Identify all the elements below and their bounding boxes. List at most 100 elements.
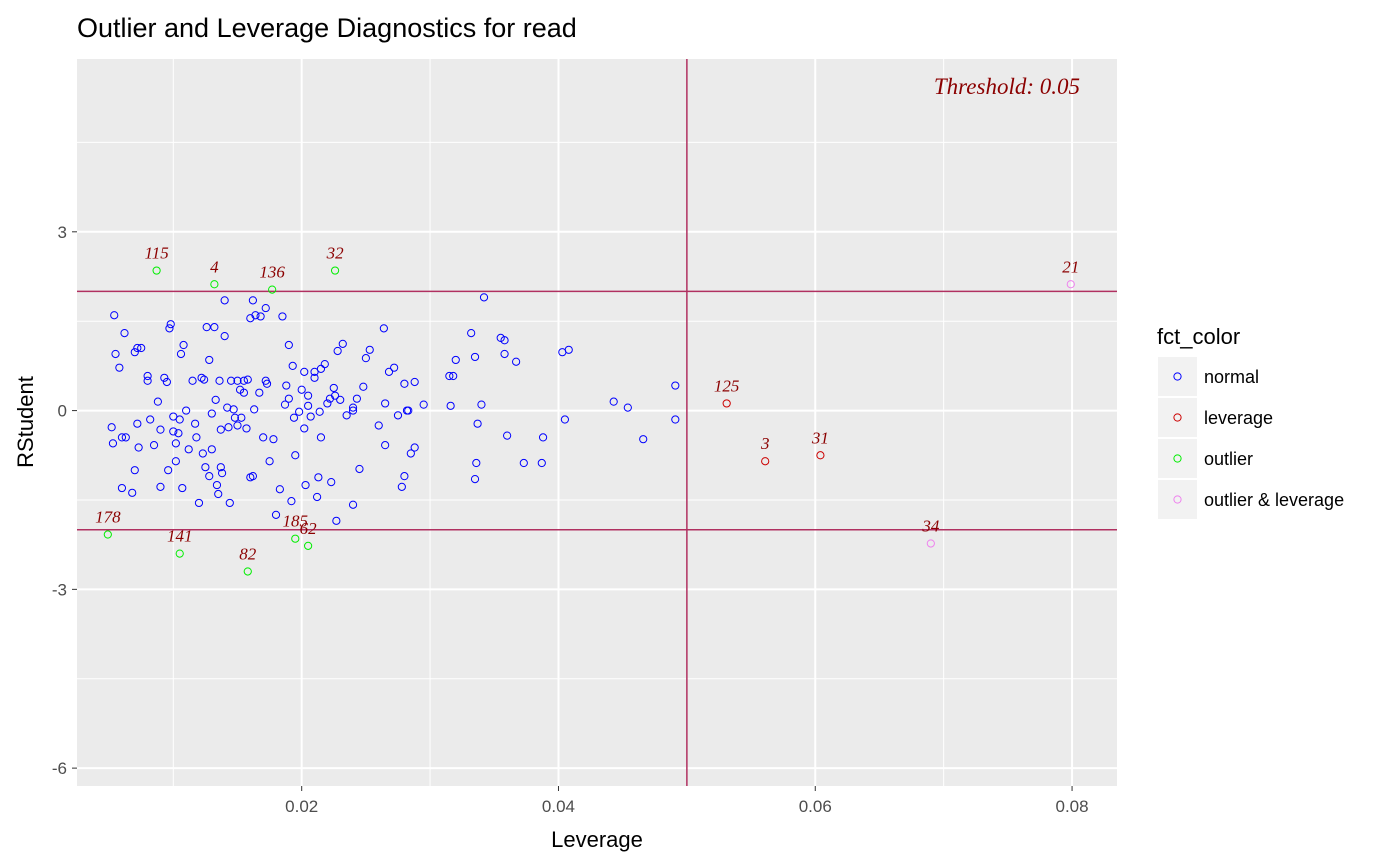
point-normal xyxy=(275,485,284,494)
point-normal xyxy=(233,376,242,385)
point-normal xyxy=(226,376,236,385)
point-label: 21 xyxy=(1062,257,1079,276)
point-normal xyxy=(329,383,338,393)
point-normal xyxy=(165,324,174,333)
point-label: 136 xyxy=(259,263,285,282)
point-normal xyxy=(130,348,139,357)
point-normal xyxy=(320,360,329,369)
point-normal xyxy=(143,376,152,385)
point-outlier xyxy=(330,266,340,275)
point-normal xyxy=(288,361,297,370)
point-normal xyxy=(230,413,240,422)
point-normal xyxy=(117,483,127,493)
point-normal xyxy=(110,311,119,320)
point-normal xyxy=(259,433,268,442)
legend-key-outlier_leverage xyxy=(1158,480,1197,519)
point-normal xyxy=(384,367,394,376)
point-label: 115 xyxy=(144,244,168,263)
point-normal xyxy=(120,329,129,338)
point-normal xyxy=(564,345,573,354)
point-normal xyxy=(169,412,178,421)
point-leverage xyxy=(761,457,770,466)
point-normal xyxy=(348,406,358,415)
point-normal xyxy=(538,433,548,442)
point-normal xyxy=(207,445,216,454)
point-normal xyxy=(225,498,234,508)
point-normal xyxy=(282,381,291,390)
point-normal xyxy=(117,433,127,442)
point-normal xyxy=(205,472,214,481)
point-normal xyxy=(406,449,415,458)
point-normal xyxy=(355,464,364,474)
legend-symbol-outlier_leverage xyxy=(1173,495,1182,504)
point-normal xyxy=(284,340,293,350)
point-normal xyxy=(639,435,648,444)
point-normal xyxy=(500,336,509,345)
point-outlier xyxy=(103,530,112,539)
point-normal xyxy=(348,500,358,509)
point-normal xyxy=(217,469,227,478)
point-normal xyxy=(393,411,403,420)
legend-label-outlier_leverage: outlier & leverage xyxy=(1204,490,1344,510)
point-normal xyxy=(265,457,274,466)
point-normal xyxy=(233,421,242,430)
point-normal xyxy=(198,449,207,458)
point-normal xyxy=(291,451,300,460)
point-normal xyxy=(262,379,272,388)
point-normal xyxy=(336,395,345,404)
y-tick-label: 0 xyxy=(58,402,67,421)
point-normal xyxy=(160,373,169,382)
point-normal xyxy=(107,423,116,432)
point-normal xyxy=(512,357,521,366)
point-normal xyxy=(128,488,137,497)
point-normal xyxy=(188,376,197,385)
point-normal xyxy=(215,376,224,385)
point-outlier xyxy=(243,567,252,576)
point-normal xyxy=(537,458,546,468)
legend-key-normal xyxy=(1158,357,1197,396)
point-normal xyxy=(374,421,383,430)
point-normal xyxy=(248,296,258,305)
point-normal xyxy=(312,492,322,502)
legend-symbol-normal xyxy=(1173,372,1182,381)
point-outlier_leverage xyxy=(926,539,935,548)
point-normal xyxy=(289,413,299,422)
point-normal xyxy=(210,323,219,332)
legend-symbol-leverage xyxy=(1173,413,1182,422)
point-normal xyxy=(182,406,191,415)
y-axis-title: RStudent xyxy=(13,376,38,468)
point-normal xyxy=(166,320,175,329)
point-normal xyxy=(400,379,409,388)
point-normal xyxy=(297,385,306,394)
legend-key-outlier xyxy=(1158,439,1197,478)
point-label: 4 xyxy=(210,257,219,276)
point-normal xyxy=(153,397,162,406)
data-points xyxy=(103,266,1075,576)
point-normal xyxy=(146,415,155,424)
point-normal xyxy=(503,431,512,440)
point-normal xyxy=(381,399,390,408)
point-normal xyxy=(470,475,480,484)
point-normal xyxy=(310,373,319,382)
point-label: 3 xyxy=(760,434,770,453)
point-normal xyxy=(473,419,482,428)
point-normal xyxy=(390,363,399,372)
point-normal xyxy=(560,415,570,424)
point-normal xyxy=(130,466,139,475)
point-normal xyxy=(359,382,368,391)
point-normal xyxy=(304,391,313,400)
point-normal xyxy=(211,395,220,404)
point-normal xyxy=(304,401,313,410)
point-normal xyxy=(201,463,210,472)
point-normal xyxy=(445,371,454,381)
x-tick-label: 0.04 xyxy=(542,797,575,816)
point-normal xyxy=(255,388,264,397)
point-normal xyxy=(212,480,222,490)
point-normal xyxy=(327,477,336,487)
point-outlier xyxy=(210,280,219,289)
point-normal xyxy=(207,409,216,418)
point-normal xyxy=(609,397,618,406)
point-normal xyxy=(197,373,206,382)
point-normal xyxy=(332,516,341,525)
point-normal xyxy=(477,400,486,409)
